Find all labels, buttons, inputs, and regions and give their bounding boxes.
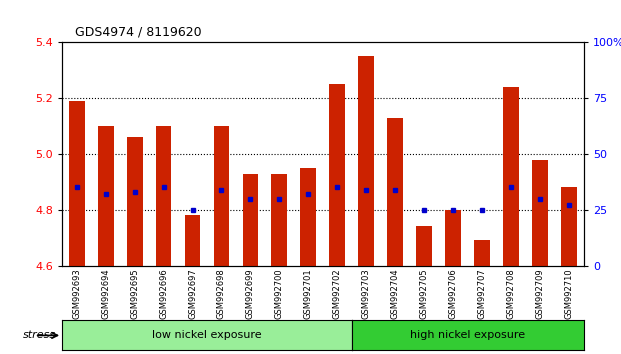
Text: GSM992708: GSM992708: [507, 268, 516, 319]
Text: GSM992704: GSM992704: [391, 268, 400, 319]
Bar: [388, 118, 404, 266]
Bar: [184, 215, 201, 266]
Text: GSM992701: GSM992701: [304, 268, 313, 319]
Bar: [416, 227, 432, 266]
Text: GSM992705: GSM992705: [420, 268, 429, 319]
Text: high nickel exposure: high nickel exposure: [410, 330, 525, 341]
Text: GSM992700: GSM992700: [275, 268, 284, 319]
Text: GSM992707: GSM992707: [478, 268, 487, 319]
Text: GSM992695: GSM992695: [130, 268, 139, 319]
Bar: [503, 87, 519, 266]
Bar: [271, 173, 288, 266]
Bar: [301, 168, 316, 266]
Text: low nickel exposure: low nickel exposure: [152, 330, 262, 341]
Text: GSM992696: GSM992696: [159, 268, 168, 319]
Text: GDS4974 / 8119620: GDS4974 / 8119620: [75, 26, 201, 39]
Bar: [97, 126, 114, 266]
Text: GSM992710: GSM992710: [564, 268, 574, 319]
Text: GSM992709: GSM992709: [536, 268, 545, 319]
Bar: [214, 126, 229, 266]
Bar: [329, 84, 345, 266]
Bar: [445, 210, 461, 266]
Text: GSM992699: GSM992699: [246, 268, 255, 319]
Bar: [358, 56, 374, 266]
Text: stress: stress: [23, 330, 56, 341]
Text: GSM992703: GSM992703: [362, 268, 371, 319]
Bar: [127, 137, 142, 266]
Bar: [532, 160, 548, 266]
Text: GSM992698: GSM992698: [217, 268, 226, 319]
Text: GSM992693: GSM992693: [72, 268, 81, 319]
Bar: [561, 188, 577, 266]
Text: GSM992694: GSM992694: [101, 268, 110, 319]
Text: GSM992706: GSM992706: [449, 268, 458, 319]
Bar: [155, 126, 171, 266]
Bar: [474, 240, 490, 266]
Text: GSM992702: GSM992702: [333, 268, 342, 319]
Bar: [69, 101, 84, 266]
Text: GSM992697: GSM992697: [188, 268, 197, 319]
Bar: [242, 173, 258, 266]
